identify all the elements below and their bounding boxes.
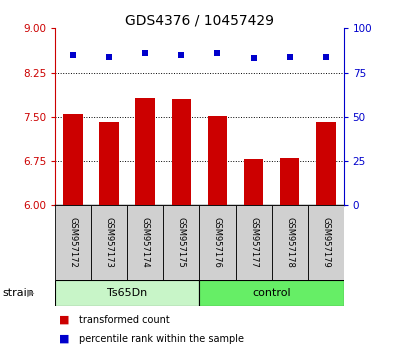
Point (322, 54, 329, 59)
Text: percentile rank within the sample: percentile rank within the sample (79, 334, 244, 344)
Bar (308, 205, 344, 280)
Text: ■: ■ (59, 315, 70, 325)
Bar (135, 98, 155, 205)
Bar (127, 205, 164, 280)
Bar (272, 205, 308, 280)
Bar (171, 99, 191, 205)
Point (106, 54, 113, 59)
Bar (235, 205, 272, 280)
Point (142, 50, 149, 56)
Text: GSM957178: GSM957178 (285, 217, 294, 268)
Bar (55, 205, 91, 280)
Title: GDS4376 / 10457429: GDS4376 / 10457429 (125, 13, 274, 27)
Point (214, 50, 221, 56)
Bar (64, 114, 83, 205)
Text: transformed count: transformed count (79, 315, 170, 325)
Text: GSM957175: GSM957175 (177, 217, 186, 268)
Text: ▶: ▶ (27, 287, 34, 298)
Bar (91, 205, 127, 280)
Text: strain: strain (2, 287, 34, 298)
Bar (244, 159, 263, 205)
Text: GSM957177: GSM957177 (249, 217, 258, 268)
Text: GSM957176: GSM957176 (213, 217, 222, 268)
Point (178, 52, 184, 58)
Bar (100, 121, 119, 205)
Point (70, 52, 77, 58)
Bar (55, 280, 199, 306)
Text: GSM957173: GSM957173 (105, 217, 114, 268)
Bar (280, 158, 299, 205)
Bar (208, 116, 228, 205)
Bar (164, 205, 199, 280)
Bar (199, 280, 344, 306)
Text: control: control (252, 287, 291, 298)
Point (286, 54, 293, 59)
Bar (199, 205, 235, 280)
Text: ■: ■ (59, 334, 70, 344)
Point (250, 56, 257, 61)
Text: GSM957179: GSM957179 (321, 217, 330, 268)
Text: GSM957174: GSM957174 (141, 217, 150, 268)
Text: GSM957172: GSM957172 (69, 217, 78, 268)
Text: Ts65Dn: Ts65Dn (107, 287, 147, 298)
Bar (316, 121, 335, 205)
